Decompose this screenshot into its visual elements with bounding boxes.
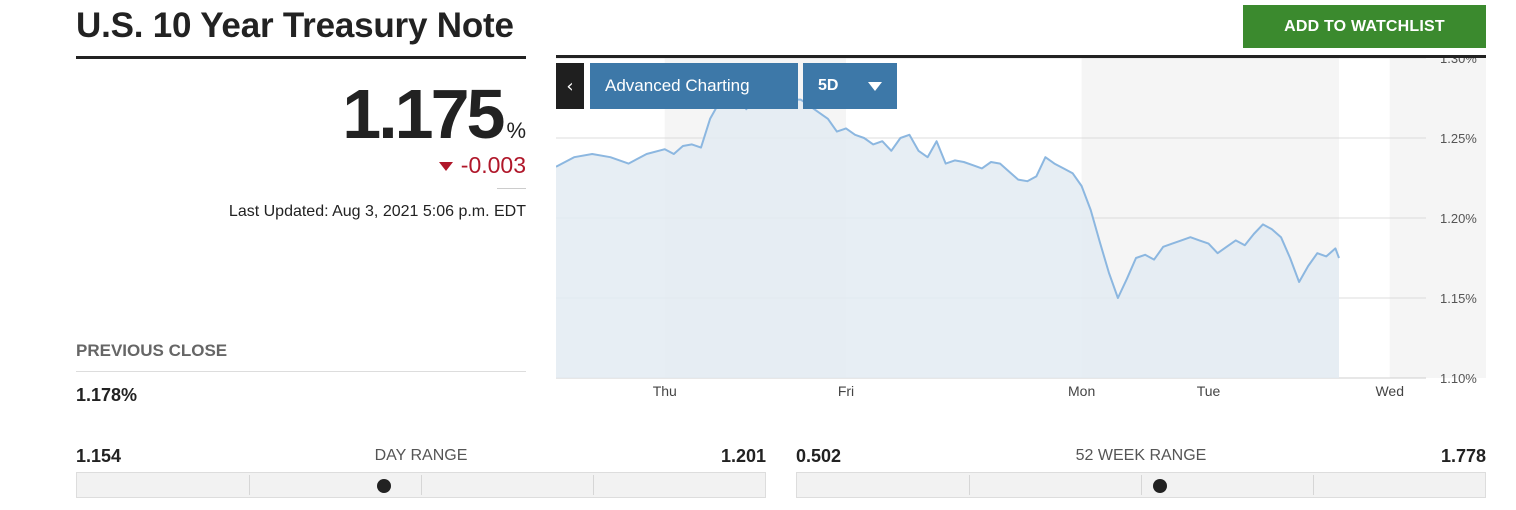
x-tick-label: Wed (1375, 383, 1404, 399)
y-tick-label: 1.15% (1440, 291, 1477, 306)
day-range: 1.154 DAY RANGE 1.201 (76, 444, 766, 500)
day-range-label: DAY RANGE (374, 447, 468, 464)
range-tick (421, 475, 422, 495)
week52-range-label: 52 WEEK RANGE (1075, 447, 1207, 464)
y-tick-label: 1.30% (1440, 58, 1477, 66)
price-unit: % (506, 118, 526, 143)
previous-close-label: PREVIOUS CLOSE (76, 341, 228, 360)
previous-close-value: 1.178% (76, 385, 138, 405)
y-tick-label: 1.20% (1440, 211, 1477, 226)
y-tick-label: 1.25% (1440, 131, 1477, 146)
chart-top-rule (556, 55, 1486, 58)
series-area (556, 86, 1339, 379)
week52-range-track (796, 472, 1486, 498)
x-tick-label: Tue (1197, 383, 1221, 399)
range-tick (1313, 475, 1314, 495)
quote-price: 1.175% (200, 74, 526, 154)
last-updated: Last Updated: Aug 3, 2021 5:06 p.m. EDT (228, 203, 526, 220)
chevron-left-icon: ‹ (566, 75, 574, 97)
day-range-low: 1.154 (76, 446, 122, 466)
change-value: -0.003 (460, 152, 526, 178)
change-divider (497, 188, 526, 189)
day-range-track (76, 472, 766, 498)
y-tick-label: 1.10% (1440, 371, 1477, 386)
range-tick (1141, 475, 1142, 495)
day-range-high: 1.201 (720, 446, 766, 466)
range-tick (249, 475, 250, 495)
caret-down-icon (868, 82, 882, 91)
chart-range-dropdown[interactable]: 5D (803, 63, 897, 109)
x-tick-label: Fri (838, 383, 854, 399)
range-tick (969, 475, 970, 495)
price-chart[interactable]: 1.10% 1.15% 1.20% 1.25% 1.30% Thu Fri Mon Tue Wed (556, 58, 1486, 408)
previous-close-divider (76, 371, 526, 372)
x-tick-label: Mon (1068, 383, 1095, 399)
title-divider (76, 56, 526, 59)
add-to-watchlist-button[interactable]: ADD TO WATCHLIST (1243, 5, 1486, 48)
range-tick (593, 475, 594, 495)
x-tick-label: Thu (653, 383, 677, 399)
advanced-charting-button[interactable]: Advanced Charting (590, 63, 798, 109)
price-change: -0.003 (300, 150, 526, 180)
week52-range-marker (1152, 479, 1167, 493)
down-arrow-icon (438, 162, 453, 172)
week52-range-low: 0.502 (796, 446, 842, 466)
chart-back-button[interactable]: ‹ (556, 63, 584, 109)
price-value: 1.175 (342, 75, 505, 153)
week52-range: 0.502 52 WEEK RANGE 1.778 (796, 444, 1486, 500)
week52-range-high: 1.778 (1440, 446, 1486, 466)
page-title: U.S. 10 Year Treasury Note (76, 6, 514, 45)
day-range-marker (377, 479, 392, 493)
